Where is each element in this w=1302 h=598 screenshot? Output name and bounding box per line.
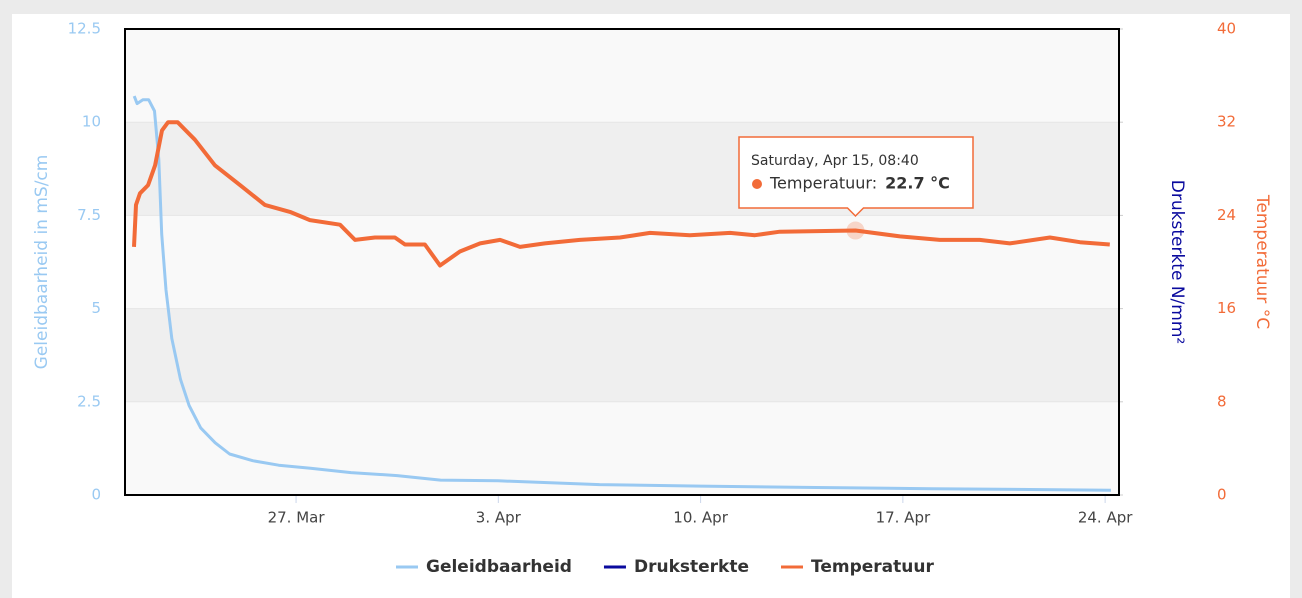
x-tick-label: 3. Apr [476,509,522,527]
y2-tick-label: 8 [1217,392,1227,410]
legend-label[interactable]: Temperatuur [811,557,934,577]
legend-label[interactable]: Druksterkte [634,557,749,577]
y2-tick-label: 0 [1217,486,1227,504]
y-tick-label: 7.5 [77,206,101,224]
x-tick-label: 24. Apr [1078,509,1133,527]
tooltip-box [738,136,974,218]
y-tick-label: 0 [91,486,101,504]
series-line [132,120,1110,268]
tooltip-marker [752,179,762,189]
y-axis-title: Geleidbaarheid in mS/cm [32,155,52,370]
y3-axis-title: Druksterkte N/mm² [1167,180,1187,344]
series-line [132,95,1111,492]
hover-halo [846,221,865,240]
y2-tick-label: 24 [1217,206,1236,224]
tooltip-label: Temperatuur: [769,174,877,193]
tooltip-value: 22.7 °C [885,174,950,193]
x-tick-label: 17. Apr [876,509,931,527]
y-tick-label: 2.5 [77,392,101,410]
legend-label[interactable]: Geleidbaarheid [426,557,572,577]
x-tick-label: 27. Mar [268,509,326,527]
plot-band [125,29,1119,123]
tooltip-header: Saturday, Apr 15, 08:40 [751,153,919,169]
y-tick-label: 12.5 [68,20,101,38]
x-tick-label: 10. Apr [673,509,728,527]
plot-band [125,215,1119,309]
y2-tick-label: 16 [1217,299,1236,317]
y2-axis-title: Temperatuur °C [1252,194,1272,329]
plot-band [125,401,1119,495]
y2-tick-label: 40 [1217,20,1236,38]
y-tick-label: 5 [91,299,101,317]
plot-border [124,28,1120,496]
y2-tick-label: 32 [1217,113,1236,131]
plot-band [125,308,1119,402]
y-tick-label: 10 [82,113,101,131]
